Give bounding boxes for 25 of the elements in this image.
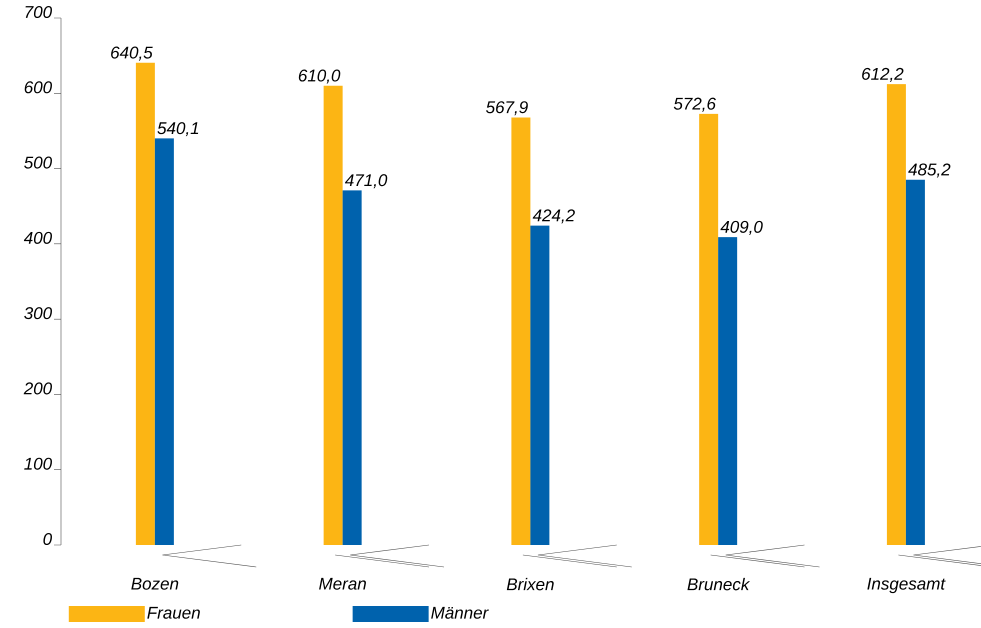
data-label: 610,0 <box>298 70 340 84</box>
y-tick-label: 300 <box>24 307 52 320</box>
data-label: 471,0 <box>344 174 388 188</box>
y-tick-label: 200 <box>24 382 52 394</box>
data-label: 572,6 <box>674 98 716 112</box>
data-label: 485,2 <box>908 163 950 178</box>
data-label: 640,5 <box>111 46 153 61</box>
y-tick-label: 100 <box>24 458 52 470</box>
x-tick-label: Bozen <box>131 578 178 590</box>
legend-label: Frauen <box>147 606 200 619</box>
x-tick-label: Insgesamt <box>867 578 946 594</box>
x-tick-label: Brixen <box>506 578 554 590</box>
data-label: 540,1 <box>157 122 198 136</box>
data-label: 612,2 <box>862 68 904 82</box>
y-tick-label: 400 <box>24 232 52 244</box>
x-tick-label: Bruneck <box>687 578 750 590</box>
data-label: 424,2 <box>532 209 575 224</box>
legend-label: Männer <box>431 606 489 619</box>
y-tick-label: 500 <box>24 156 52 169</box>
y-tick-label: 600 <box>24 81 52 94</box>
y-tick-label: 0 <box>43 532 52 546</box>
x-tick-label: Meran <box>319 578 366 590</box>
data-label: 567,9 <box>486 101 528 116</box>
data-label: 409,0 <box>720 220 763 235</box>
y-tick-label: 700 <box>26 6 52 18</box>
